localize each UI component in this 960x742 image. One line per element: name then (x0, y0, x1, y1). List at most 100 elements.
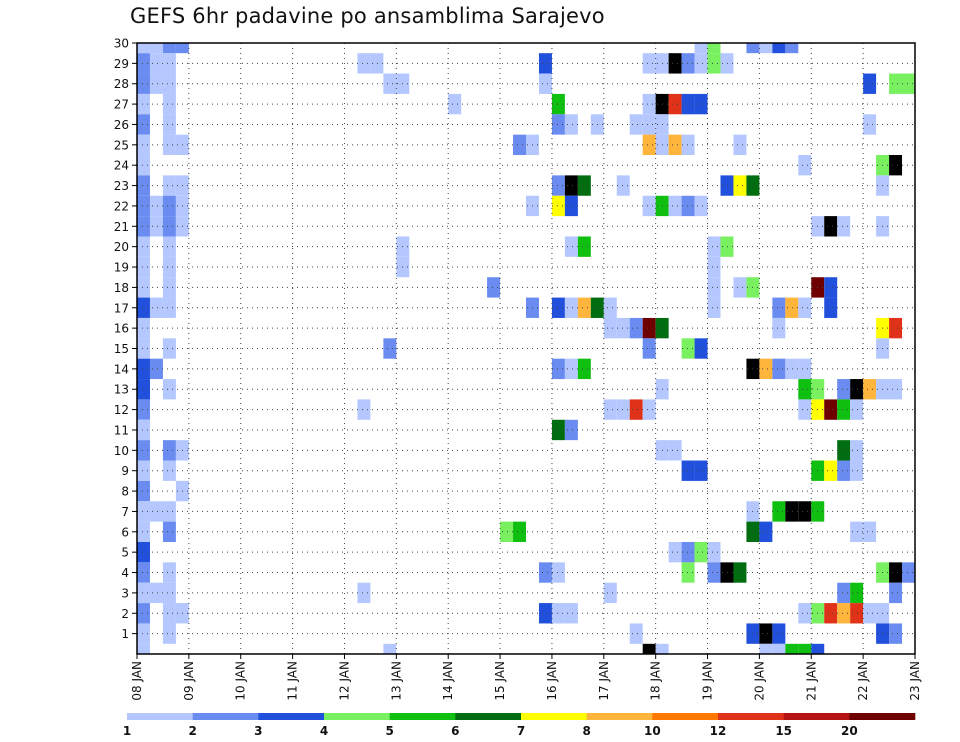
colorbar-label: 3 (254, 724, 262, 738)
heatmap-cell (759, 43, 773, 54)
heatmap-cell (162, 379, 176, 400)
heatmap-cell (837, 379, 851, 400)
heatmap-cell (538, 603, 552, 624)
heatmap-cell (733, 175, 747, 196)
heatmap-cell (850, 440, 864, 461)
y-tick-label: 3 (121, 586, 129, 600)
heatmap-cell (616, 175, 630, 196)
heatmap-cell (149, 501, 163, 522)
heatmap-cell (357, 53, 371, 74)
heatmap-cell (564, 236, 578, 257)
heatmap-cell (162, 114, 176, 135)
heatmap-cell (720, 236, 734, 257)
heatmap-cell (772, 43, 786, 54)
x-tick-label: 12 JAN (337, 661, 351, 701)
heatmap-cell (162, 256, 176, 278)
heatmap-cell (383, 338, 397, 359)
heatmap-cell (642, 53, 656, 74)
heatmap-cell (642, 317, 656, 339)
heatmap-cell (694, 338, 708, 359)
heatmap-cell (162, 562, 176, 583)
heatmap-cell (772, 643, 786, 654)
heatmap-cell (137, 440, 150, 461)
heatmap-cell (487, 277, 501, 298)
heatmap-cell (551, 175, 565, 196)
heatmap-cell (137, 623, 150, 644)
colorbar-swatch (652, 713, 719, 720)
heatmap-cell (149, 216, 163, 237)
x-tick-label: 23 JAN (908, 661, 922, 701)
heatmap-cell (889, 562, 903, 583)
heatmap-cell (642, 93, 656, 115)
heatmap-cell (837, 582, 851, 604)
heatmap-cell (137, 338, 150, 359)
heatmap-cell (863, 603, 877, 624)
heatmap-cell (551, 603, 565, 624)
heatmap-cell (681, 541, 695, 563)
heatmap-cell (551, 93, 565, 115)
heatmap-cell (137, 43, 150, 54)
y-tick-label: 28 (114, 77, 129, 91)
y-tick-label: 7 (121, 505, 129, 519)
heatmap-cell (772, 358, 786, 380)
heatmap-cell (149, 73, 163, 94)
heatmap-cell (642, 338, 656, 359)
heatmap-cell (798, 643, 812, 654)
heatmap-cell (668, 93, 682, 115)
y-tick-label: 21 (114, 220, 129, 234)
heatmap-cell (863, 379, 877, 400)
colorbar-swatch (127, 713, 193, 720)
y-tick-label: 13 (114, 383, 129, 397)
heatmap-cell (759, 358, 773, 380)
y-tick-label: 5 (121, 546, 129, 560)
heatmap-cell (137, 195, 150, 217)
heatmap-cell (837, 216, 851, 237)
heatmap-cell (850, 399, 864, 420)
heatmap-cell (137, 93, 150, 115)
colorbar-label: 10 (644, 724, 661, 738)
heatmap-cell (681, 460, 695, 481)
heatmap-cell (733, 277, 747, 298)
heatmap-cell (850, 521, 864, 542)
heatmap-cell (137, 480, 150, 502)
heatmap-cell (824, 399, 838, 420)
heatmap-cell (162, 43, 176, 54)
heatmap-cell (863, 521, 877, 542)
colorbar-label: 6 (451, 724, 459, 738)
y-tick-label: 4 (121, 566, 129, 580)
heatmap-cell (137, 73, 150, 94)
heatmap-cell (137, 358, 150, 380)
heatmap-cell (162, 501, 176, 522)
heatmap-cell (694, 93, 708, 115)
heatmap-cell (720, 175, 734, 196)
heatmap-cell (668, 195, 682, 217)
heatmap-cell (357, 399, 371, 420)
colorbar-label: 2 (188, 724, 196, 738)
heatmap-cell (746, 43, 760, 54)
heatmap-cell (162, 338, 176, 359)
x-tick-label: 08 JAN (130, 661, 144, 701)
heatmap-cell (642, 399, 656, 420)
y-tick-label: 23 (114, 179, 129, 193)
heatmap-cell (370, 53, 384, 74)
heatmap-cell (785, 501, 799, 522)
heatmap-cell (149, 582, 163, 604)
heatmap-cell (642, 134, 656, 156)
gridlines (137, 43, 915, 654)
heatmap-cell (162, 521, 176, 542)
colorbar-swatch (521, 713, 587, 720)
heatmap-cell (850, 379, 864, 400)
heatmap-cell (383, 73, 397, 94)
heatmap-cell (798, 155, 812, 176)
heatmap-cell (616, 317, 630, 339)
heatmap-cell (850, 582, 864, 604)
heatmap-cell (149, 53, 163, 74)
heatmap-cell (564, 358, 578, 380)
y-tick-label: 8 (121, 485, 129, 499)
heatmap-cell (785, 358, 799, 380)
heatmap-cell (616, 399, 630, 420)
y-tick-label: 19 (114, 261, 129, 275)
x-tick-label: 14 JAN (441, 661, 455, 701)
heatmap-cell (824, 603, 838, 624)
